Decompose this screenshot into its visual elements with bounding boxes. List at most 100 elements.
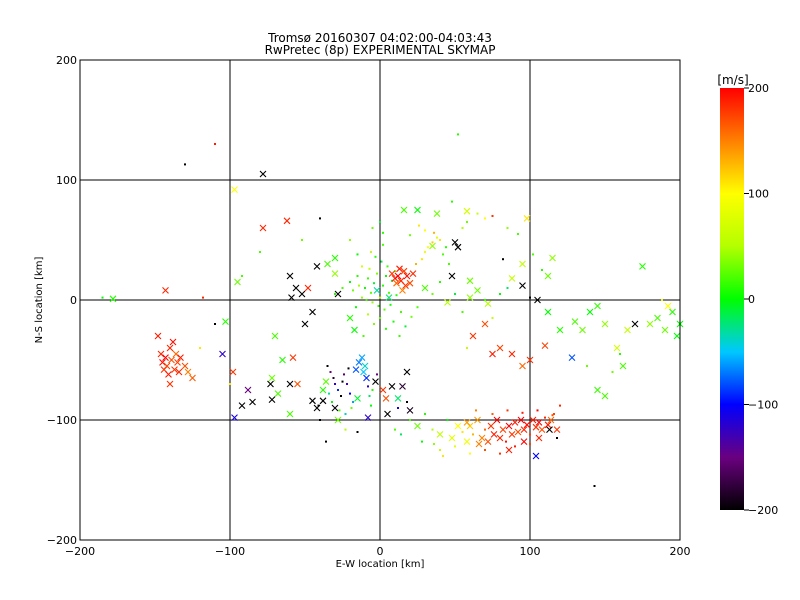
- data-point: [442, 253, 444, 256]
- data-point: [301, 239, 303, 241]
- data-point: [484, 299, 486, 301]
- x-tick-label: 200: [670, 545, 691, 558]
- data-point-x: [631, 320, 639, 328]
- data-point: [379, 221, 381, 223]
- data-point: [382, 243, 384, 246]
- data-point-x: [669, 308, 676, 316]
- data-point-x: [466, 294, 474, 301]
- data-point-x: [586, 308, 594, 316]
- data-point-x: [171, 366, 178, 373]
- axis-ticks: −200 −100 0 100 200 −200 −100 0 100 200: [47, 54, 691, 558]
- data-point-x: [654, 314, 661, 322]
- data-point-x: [579, 326, 586, 334]
- data-point-x: [403, 368, 411, 376]
- data-point: [551, 414, 554, 417]
- data-point-x: [532, 452, 540, 460]
- data-point: [461, 431, 464, 433]
- data-point: [184, 163, 186, 166]
- data-point: [484, 449, 486, 451]
- data-point: [373, 323, 375, 325]
- data-point: [340, 395, 342, 397]
- data-point-x: [379, 386, 387, 394]
- data-point-x: [475, 440, 483, 448]
- data-point: [541, 269, 543, 271]
- data-point-x: [189, 374, 196, 382]
- data-point: [553, 413, 555, 415]
- data-point-x: [292, 284, 300, 292]
- data-point-x: [334, 416, 342, 424]
- data-point: [502, 258, 504, 261]
- data-point: [442, 455, 444, 457]
- data-point-x: [619, 362, 627, 370]
- data-points: [101, 133, 684, 487]
- data-point: [355, 306, 357, 309]
- data-point: [332, 377, 335, 379]
- data-point: [199, 347, 201, 349]
- colorbar-tick-label: 0: [748, 293, 755, 306]
- data-point: [365, 299, 368, 301]
- data-point: [505, 440, 507, 443]
- data-point-x: [535, 434, 543, 442]
- data-point: [325, 440, 327, 443]
- data-point-x: [429, 242, 436, 250]
- data-point-x: [229, 368, 237, 376]
- data-point-x: [613, 344, 621, 352]
- data-point-x: [508, 275, 516, 282]
- data-point: [499, 293, 501, 295]
- data-point: [421, 440, 423, 443]
- data-point-x: [661, 326, 669, 334]
- data-point: [326, 365, 329, 367]
- data-point-x: [172, 350, 180, 358]
- data-point-x: [549, 254, 556, 262]
- data-point-x: [535, 419, 543, 426]
- data-point-x: [474, 416, 481, 424]
- data-point: [454, 445, 456, 448]
- data-point: [214, 323, 216, 325]
- colorbar: [720, 88, 744, 510]
- data-point: [409, 419, 411, 421]
- data-point: [506, 287, 509, 289]
- data-point-x: [466, 277, 474, 285]
- data-point-x: [538, 426, 546, 433]
- data-point: [394, 428, 396, 431]
- data-point-x: [406, 279, 414, 287]
- data-point-x: [519, 282, 526, 289]
- data-point: [461, 227, 464, 229]
- data-point: [341, 287, 344, 289]
- data-point-x: [639, 263, 646, 270]
- data-point: [416, 306, 419, 309]
- data-point-x: [334, 290, 342, 298]
- colorbar-ticks: 200 100 0 −100 −200: [744, 82, 778, 517]
- data-point-x: [571, 318, 579, 325]
- data-point-x: [519, 362, 526, 370]
- data-point-x: [288, 294, 295, 301]
- data-point: [388, 291, 390, 294]
- data-point: [361, 296, 363, 299]
- data-point: [469, 452, 471, 455]
- data-point: [376, 373, 378, 376]
- data-point: [202, 296, 204, 299]
- data-point: [392, 320, 395, 323]
- data-point-x: [553, 426, 561, 433]
- data-point: [374, 255, 377, 258]
- data-point: [343, 373, 345, 376]
- data-point-x: [331, 404, 339, 412]
- data-point-x: [396, 265, 403, 273]
- data-point-x: [384, 410, 391, 418]
- data-point: [404, 325, 407, 328]
- data-point: [338, 409, 341, 412]
- data-point-x: [163, 362, 171, 370]
- data-point-x: [271, 332, 279, 340]
- data-point-x: [351, 326, 358, 334]
- data-point: [379, 296, 381, 299]
- data-point: [484, 217, 486, 220]
- data-point-x: [409, 270, 417, 277]
- data-point: [356, 253, 359, 256]
- data-point-x: [493, 416, 501, 424]
- data-point-x: [309, 308, 316, 316]
- data-point-x: [304, 284, 312, 292]
- data-point-x: [382, 395, 390, 402]
- data-point: [317, 404, 320, 407]
- data-point: [529, 433, 531, 436]
- data-point-x: [556, 326, 564, 334]
